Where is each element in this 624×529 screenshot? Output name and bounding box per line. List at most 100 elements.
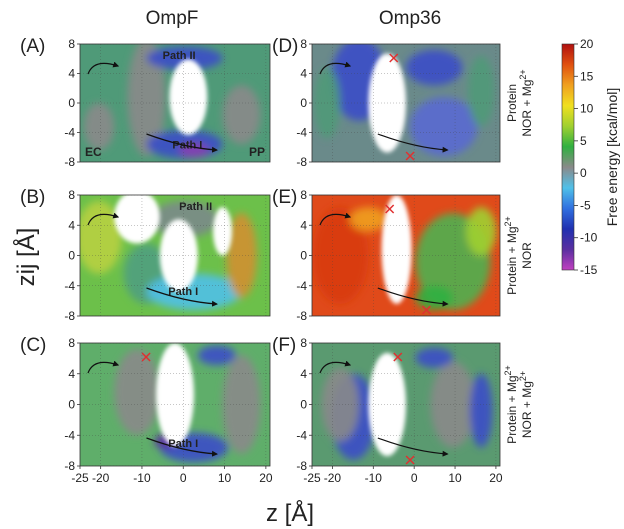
free-energy-region	[83, 103, 115, 151]
y-tick-label: -4	[64, 126, 75, 140]
x-tick-label: 10	[448, 471, 462, 485]
y-tick-label: 4	[68, 218, 75, 232]
y-axis-label: zij [Å]	[12, 228, 40, 287]
condition-label: Protein + Mg2+	[503, 216, 519, 295]
x-tick-label: -20	[92, 471, 110, 485]
free-energy-region	[127, 44, 166, 157]
x-tick-label: 10	[218, 471, 232, 485]
x-tick-label: -25	[303, 471, 321, 485]
row-condition-labels: Protein NOR + Mg2+Protein + Mg2+NORProtei…	[503, 69, 534, 443]
y-tick-label: 4	[300, 67, 307, 81]
y-tick-label: 8	[68, 37, 75, 51]
pathway-arrows	[319, 61, 449, 153]
y-tick-label: -8	[296, 155, 307, 169]
periplasm-label: PP	[249, 145, 265, 159]
colorbar-tick-label: 0	[580, 166, 587, 180]
free-energy-region	[312, 207, 369, 304]
y-tick-label: -4	[64, 279, 75, 293]
condition-label: Protein + Mg2+	[503, 365, 519, 444]
pathway-arrow	[87, 360, 120, 374]
y-tick-label: 0	[68, 398, 75, 412]
y-tick-label: -4	[64, 428, 75, 442]
colorbar-label: Free energy [kcal/mol]	[604, 88, 620, 227]
pathway-arrow	[87, 212, 120, 226]
y-tick-label: 8	[300, 336, 307, 350]
pathway-arrow	[319, 61, 352, 75]
condition-label: NOR + Mg2+	[518, 371, 534, 438]
y-tick-label: 4	[300, 367, 307, 381]
pathway-arrow	[377, 437, 449, 457]
free-energy-region	[114, 349, 160, 436]
inaccessible-region	[159, 219, 198, 292]
y-tick-label: 8	[68, 188, 75, 202]
panel-d: 8 4 0 -4 -8 (D)	[272, 36, 501, 169]
pathway-arrow	[377, 133, 449, 153]
y-tick-label: 4	[68, 367, 75, 381]
path-label: Path I	[168, 286, 198, 298]
y-tick-label: 8	[300, 188, 307, 202]
x-tick-label: -10	[365, 471, 383, 485]
colorbar-tick-label: 15	[580, 69, 594, 83]
free-energy-region	[415, 285, 454, 310]
panel-e: 8 4 0 -4 -8 (E)	[272, 187, 501, 323]
y-tick-label: 8	[300, 37, 307, 51]
free-energy-region	[349, 207, 388, 232]
pathway-arrows	[87, 212, 218, 307]
path-label: Path II	[179, 201, 212, 213]
y-tick-label: -4	[296, 279, 307, 293]
colorbar-tick-label: -10	[580, 231, 598, 245]
barrier-cross-icon	[405, 455, 415, 465]
x-tick-label: -20	[324, 471, 342, 485]
y-tick-label: -8	[296, 309, 307, 323]
free-energy-region	[197, 345, 236, 366]
inaccessible-region	[381, 195, 412, 304]
inaccessible-region	[156, 343, 194, 447]
panel-letter: (A)	[20, 36, 45, 57]
x-tick-label: -10	[133, 471, 151, 485]
condition-label: NOR + Mg2+	[518, 69, 534, 136]
condition-label: NOR	[520, 242, 534, 269]
colorbar-gradient	[561, 43, 575, 271]
free-energy-region	[222, 355, 261, 454]
y-tick-label: 0	[68, 249, 75, 263]
free-energy-region	[146, 46, 223, 70]
free-energy-region	[409, 97, 478, 157]
free-energy-region	[226, 213, 257, 298]
column-title-ompf: OmpF	[146, 8, 199, 29]
y-tick-label: -4	[296, 126, 307, 140]
pathway-arrow	[319, 212, 352, 226]
free-energy-region	[406, 49, 463, 86]
free-energy-region	[468, 55, 495, 127]
free-energy-region	[469, 373, 493, 448]
y-tick-label: 4	[68, 67, 75, 81]
free-energy-region	[321, 367, 360, 442]
barrier-cross-icon	[421, 305, 431, 315]
free-energy-region	[222, 85, 261, 145]
panel-letter: (E)	[272, 187, 297, 208]
y-tick-label: 4	[300, 218, 307, 232]
y-tick-label: -8	[64, 459, 75, 473]
y-tick-label: -4	[296, 428, 307, 442]
panel-c: 8 4 0 -4 -8-25 -20 -10 0 10 20 (C) Path I	[20, 335, 273, 485]
colorbar-tick-label: 20	[580, 37, 594, 51]
inaccessible-region	[114, 195, 160, 244]
y-tick-label: -8	[64, 309, 75, 323]
inaccessible-region	[169, 59, 208, 135]
x-axis-label: z [Å]	[266, 499, 314, 527]
y-tick-label: -8	[296, 459, 307, 473]
condition-label: Protein	[505, 84, 519, 122]
heatmap-panels: 8 4 0 -4 -8 (A) Path II Path I EC PP 8 4 0 -4 -8 (B) Pat…	[20, 36, 503, 485]
barrier-cross-icon	[141, 352, 151, 362]
pathway-arrows	[319, 212, 449, 307]
extracellular-label: EC	[85, 145, 102, 159]
path-label: Path I	[168, 438, 198, 450]
pathway-arrow	[146, 437, 218, 457]
colorbar-tick-label: -5	[580, 198, 591, 212]
barrier-cross-icon	[393, 352, 403, 362]
y-tick-label: 0	[300, 249, 307, 263]
barrier-cross-icon	[405, 151, 415, 161]
pathway-arrow	[377, 287, 449, 307]
free-energy-region	[415, 347, 454, 368]
y-tick-label: 8	[68, 336, 75, 350]
panel-letter: (C)	[20, 335, 46, 356]
